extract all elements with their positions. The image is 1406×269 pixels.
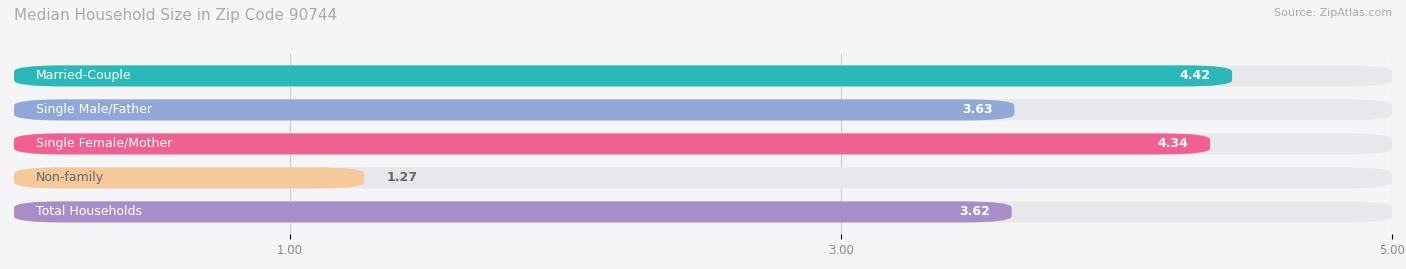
Text: 4.34: 4.34 — [1157, 137, 1188, 150]
Text: Non-family: Non-family — [37, 171, 104, 185]
Text: 3.63: 3.63 — [962, 103, 993, 116]
Text: Single Male/Father: Single Male/Father — [37, 103, 152, 116]
FancyBboxPatch shape — [14, 99, 1392, 121]
FancyBboxPatch shape — [14, 201, 1392, 222]
Text: 4.42: 4.42 — [1180, 69, 1211, 82]
FancyBboxPatch shape — [14, 133, 1392, 154]
FancyBboxPatch shape — [14, 65, 1392, 86]
Text: Single Female/Mother: Single Female/Mother — [37, 137, 173, 150]
FancyBboxPatch shape — [14, 201, 1012, 222]
FancyBboxPatch shape — [14, 167, 364, 189]
Text: Source: ZipAtlas.com: Source: ZipAtlas.com — [1274, 8, 1392, 18]
FancyBboxPatch shape — [14, 99, 1014, 121]
FancyBboxPatch shape — [14, 65, 1232, 86]
Text: 1.27: 1.27 — [387, 171, 418, 185]
Text: 3.62: 3.62 — [959, 206, 990, 218]
FancyBboxPatch shape — [14, 167, 1392, 189]
Text: Married-Couple: Married-Couple — [37, 69, 132, 82]
FancyBboxPatch shape — [14, 133, 1211, 154]
Text: Total Households: Total Households — [37, 206, 142, 218]
Text: Median Household Size in Zip Code 90744: Median Household Size in Zip Code 90744 — [14, 8, 337, 23]
